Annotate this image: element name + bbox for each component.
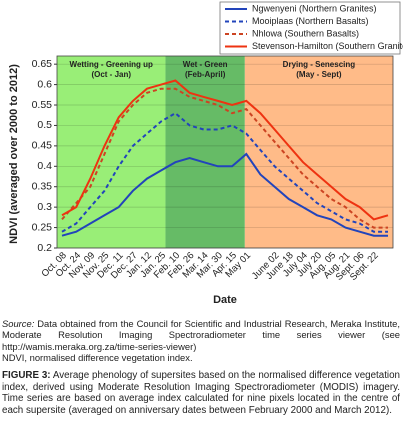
legend-label: Mooiplaas (Northern Basalts) — [252, 16, 369, 26]
region-label: Wetting - Greening up — [70, 60, 154, 69]
y-tick-label: 0.4 — [37, 160, 52, 172]
legend-label: Ngwenyeni (Northern Granites) — [252, 3, 377, 13]
abbreviation: NDVI, normalised difference vegetation i… — [2, 352, 193, 364]
legend-box — [219, 1, 401, 55]
series-line — [61, 152, 388, 237]
figure-caption: FIGURE 3: Average phenology of supersite… — [2, 370, 400, 416]
x-axis-label: Date — [213, 294, 237, 306]
season-region — [165, 56, 245, 248]
region-label: Drying - Senescing — [283, 60, 356, 69]
figure-text: Average phenology of supersites based on… — [2, 370, 401, 416]
region-sublabel: (May - Sept) — [296, 70, 342, 79]
region-label: Wet - Green — [183, 60, 228, 69]
plot-frame — [56, 55, 394, 249]
y-tick-label: 0.55 — [32, 99, 53, 111]
y-tick-label: 0.6 — [37, 78, 52, 90]
y-tick-label: 0.25 — [32, 221, 53, 233]
y-axis-label: NDVI (averaged over 2000 to 2012) — [8, 64, 20, 244]
region-sublabel: (Feb-April) — [185, 70, 226, 79]
y-tick-label: 0.2 — [37, 242, 52, 254]
y-tick-label: 0.3 — [37, 201, 52, 213]
chart: NDVI (averaged over 2000 to 2012) Date W… — [8, 1, 403, 306]
legend-label: Nhlowa (Southern Basalts) — [252, 28, 359, 38]
y-tick-label: 0.5 — [37, 119, 52, 131]
source-text: Data obtained from the Council for Scien… — [2, 318, 400, 352]
source-note: Source: Data obtained from the Council f… — [2, 318, 400, 364]
y-tick-label: 0.45 — [32, 140, 53, 152]
series-line — [61, 87, 388, 229]
region-sublabel: (Oct - Jan) — [91, 70, 131, 79]
y-tick-label: 0.35 — [32, 181, 53, 193]
series-line — [61, 79, 389, 221]
legend-label: Stevenson-Hamilton (Southern Granites) — [252, 41, 403, 51]
figure-label: FIGURE 3: — [2, 370, 51, 381]
source-label: Source: — [2, 318, 35, 329]
y-tick-label: 0.65 — [32, 58, 53, 70]
